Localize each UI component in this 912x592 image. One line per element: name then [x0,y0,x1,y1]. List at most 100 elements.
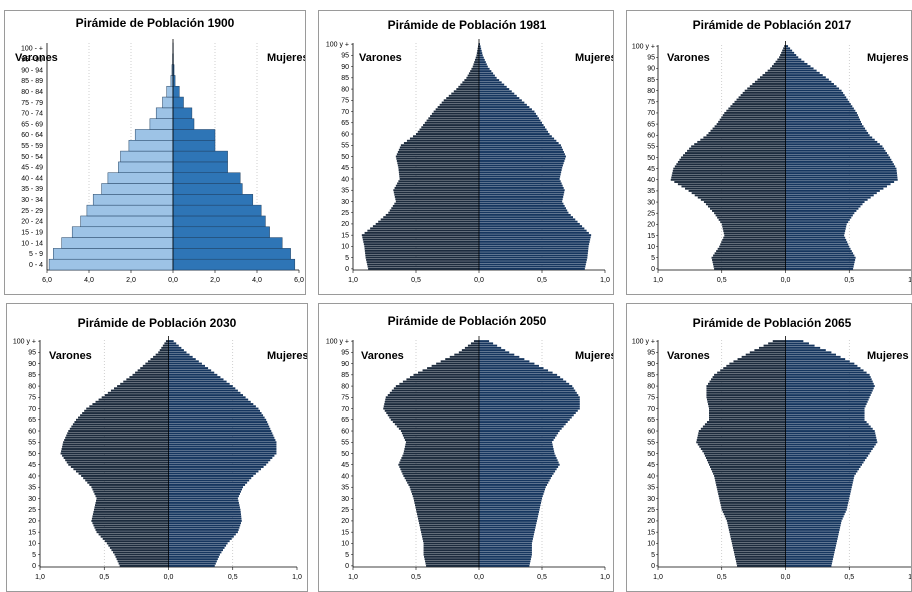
women-bar [479,409,578,412]
women-bar [785,143,880,146]
men-bar [427,367,479,370]
men-bar [738,96,786,99]
y-tick-label: 80 [341,86,349,93]
women-bar [479,157,566,160]
men-bar [758,346,786,349]
y-tick-label: 60 [28,428,36,435]
men-bar [126,378,169,381]
women-bar [785,457,867,459]
women-bar [479,562,530,565]
men-bar [722,114,786,117]
men-bar [436,362,479,365]
women-bar [479,481,549,484]
women-bar [168,362,202,365]
y-tick-label: 85 [28,372,36,379]
men-bar [61,450,169,453]
pyramid-1981-chart: Pirámide de Población 1981 Varones Mujeres… [326,18,613,284]
men-bar [760,76,786,79]
men-bar [102,537,169,540]
women-bar [479,510,539,513]
men-bar [706,134,786,137]
women-bar [479,173,561,176]
y-tick-label: 75 [647,395,655,402]
women-bar [168,544,227,547]
women-bar [479,119,541,122]
men-bar [400,468,479,471]
women-bar [168,364,205,367]
men-bar [109,546,169,549]
women-bar [785,227,846,230]
women-bar [785,196,871,199]
women-bar [479,441,553,444]
women-bar [168,430,272,432]
women-bar [479,385,573,388]
women-bar [785,522,842,525]
men-bar [713,254,786,257]
women-bar [168,522,241,525]
women-bar [785,346,821,349]
women-bar [785,403,867,406]
men-bar [716,250,786,253]
women-bar [479,517,538,520]
women-bar [479,508,540,511]
men-bar [435,108,479,111]
women-bar [168,340,174,343]
women-bar [785,205,861,208]
men-bar [402,380,479,383]
men-bar [783,47,786,50]
women-bar [479,142,559,144]
women-bar [785,259,856,261]
men-bar [394,423,479,426]
women-bar [785,418,865,421]
men-bar [705,203,786,206]
women-bar [785,254,855,257]
women-bar [785,362,855,365]
men-bar [421,531,479,534]
men-bar [424,558,479,561]
men-bar [722,225,786,228]
men-bar [742,91,786,94]
women-bar [168,495,239,498]
men-bar [708,132,786,134]
men-bar [724,234,786,237]
men-bar [53,248,174,260]
men-bar [62,454,169,457]
men-bar [674,181,786,183]
y-tick-label: 30 [647,199,655,206]
men-bar [777,58,786,61]
pyramid-2030-chart: Pirámide de Población 2030 Varones Mujeres… [13,316,307,581]
women-bar [168,439,276,441]
women-bar [168,421,268,424]
women-bar [479,528,535,531]
women-bar [168,492,240,495]
men-bar [714,475,786,477]
men-bar [118,161,174,173]
women-bar [479,222,580,225]
men-bar [159,349,169,352]
y-tick-label: 20 [341,518,349,525]
men-bar [114,553,169,556]
women-bar [785,421,867,424]
men-bar [402,434,479,437]
women-bar [168,524,241,527]
men-bar [698,430,786,432]
men-bar [723,367,786,370]
men-bar [95,495,169,498]
men-bar [733,549,786,552]
x-tick-label: 2,0 [210,277,220,284]
men-bar [715,479,786,482]
women-bar [785,430,875,432]
women-bar [172,129,216,141]
men-bar [62,445,169,448]
y-tick-label: 80 [341,383,349,390]
women-bar [785,351,832,354]
y-tick-label: 75 [28,395,36,402]
men-bar [422,369,479,372]
men-bar [402,472,479,475]
men-bar [430,115,479,118]
men-bar [398,166,479,169]
men-bar [71,226,174,238]
y-tick-label: 100 y + [13,338,36,345]
men-bar [397,164,479,167]
y-tick-label: 20 [28,518,36,525]
